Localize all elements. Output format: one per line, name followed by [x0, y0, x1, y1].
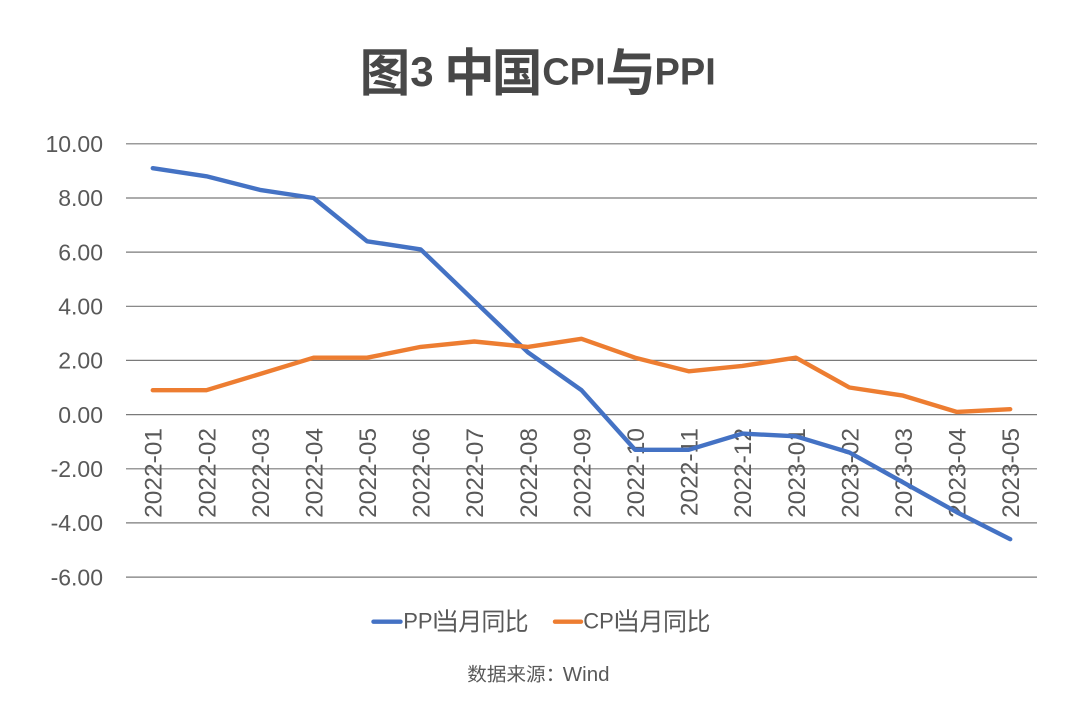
svg-text:-6.00: -6.00 [51, 564, 103, 590]
svg-text:2022-07: 2022-07 [462, 428, 489, 518]
svg-text:PPI: PPI [655, 52, 716, 94]
svg-text:2022-02: 2022-02 [194, 428, 221, 518]
svg-text:-4.00: -4.00 [51, 510, 103, 536]
svg-text:Wind: Wind [563, 663, 610, 686]
svg-text:2023-03: 2023-03 [891, 428, 918, 518]
svg-text:8.00: 8.00 [58, 185, 103, 211]
svg-text:2022-05: 2022-05 [355, 428, 382, 518]
svg-text:2023-01: 2023-01 [784, 428, 811, 518]
svg-text:2023-05: 2023-05 [998, 428, 1025, 518]
svg-text:2022-06: 2022-06 [409, 428, 436, 518]
svg-text:10.00: 10.00 [45, 131, 103, 157]
svg-text:PPI: PPI [403, 609, 438, 634]
svg-text:2022-08: 2022-08 [516, 428, 543, 518]
svg-text:2023-04: 2023-04 [945, 428, 972, 518]
svg-text:3: 3 [410, 48, 433, 95]
svg-text:2022-09: 2022-09 [569, 428, 596, 518]
svg-text:CPI: CPI [583, 609, 620, 634]
svg-text:6.00: 6.00 [58, 239, 103, 265]
svg-text:2022-12: 2022-12 [730, 428, 757, 518]
svg-text:0.00: 0.00 [58, 402, 103, 428]
svg-text:2023-02: 2023-02 [837, 428, 864, 518]
svg-text:2022-03: 2022-03 [248, 428, 275, 518]
svg-text:2.00: 2.00 [58, 348, 103, 374]
svg-text:-2.00: -2.00 [51, 456, 103, 482]
svg-text:4.00: 4.00 [58, 294, 103, 320]
svg-text:2022-11: 2022-11 [677, 428, 704, 516]
svg-text:2022-01: 2022-01 [141, 428, 168, 518]
svg-text:CPI: CPI [542, 52, 605, 94]
svg-text:2022-04: 2022-04 [302, 428, 329, 518]
